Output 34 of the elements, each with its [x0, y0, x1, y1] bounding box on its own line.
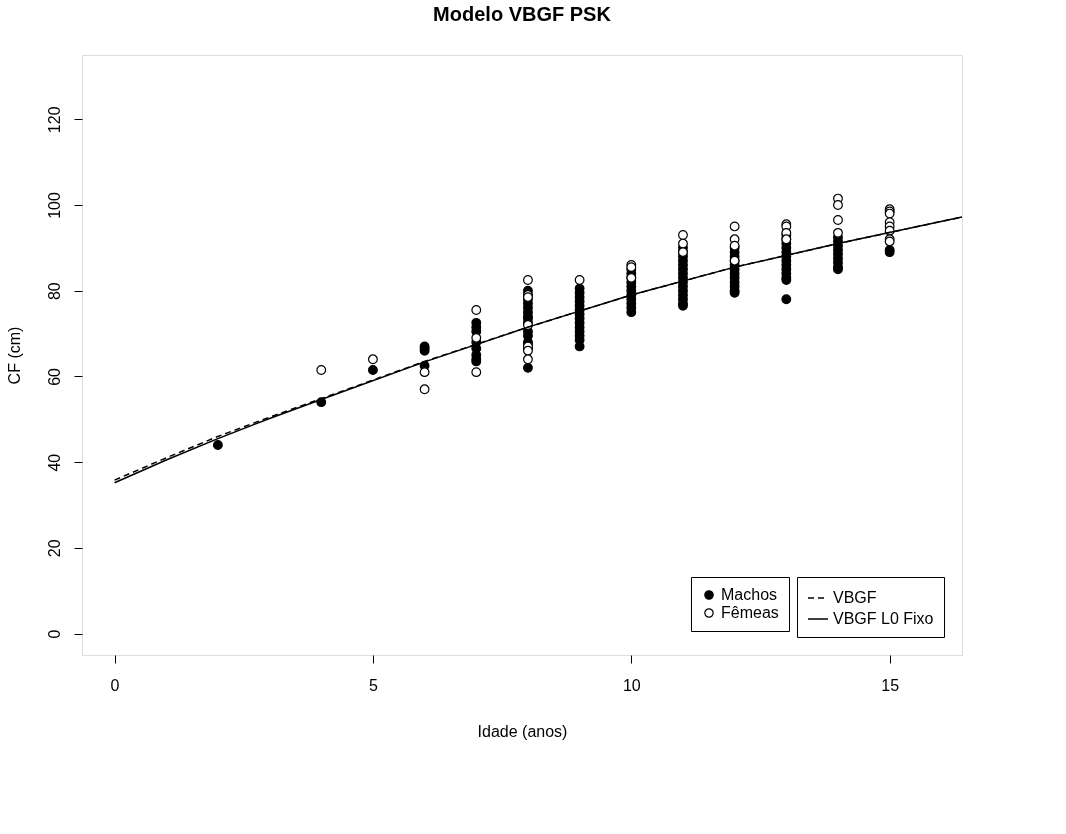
point [471, 367, 482, 378]
legend-label: VBGF [833, 589, 877, 606]
point [316, 365, 327, 375]
y-tick-label: 20 [45, 539, 63, 558]
y-tick-label: 120 [45, 106, 63, 134]
point [523, 275, 533, 285]
point [523, 354, 533, 365]
y-tick-label: 0 [45, 629, 63, 639]
legend-label: Fêmeas [721, 604, 779, 621]
y-tick-label: 80 [45, 282, 63, 301]
y-tick-label: 60 [45, 367, 63, 386]
point [833, 200, 843, 210]
point [419, 384, 430, 395]
x-tick-label: 5 [368, 676, 378, 694]
y-axis-title: CF (cm) [5, 326, 23, 385]
point [367, 354, 378, 365]
x-tick-label: 15 [881, 676, 900, 694]
legend-label: VBGF L0 Fixo [833, 610, 934, 627]
y-tick-label: 100 [45, 192, 63, 219]
point [833, 215, 843, 225]
point [833, 227, 843, 238]
point [471, 332, 482, 343]
legend-label: Machos [721, 586, 778, 603]
x-axis-title: Idade (anos) [477, 722, 568, 740]
point [471, 305, 482, 315]
point [729, 221, 740, 232]
point [678, 238, 688, 249]
y-tick-label: 40 [45, 453, 63, 472]
chart-title: Modelo VBGF PSK [433, 3, 612, 25]
point [678, 230, 688, 240]
x-tick-label: 0 [110, 676, 120, 694]
x-tick-label: 10 [622, 676, 641, 694]
point [574, 275, 585, 285]
point [419, 367, 430, 378]
